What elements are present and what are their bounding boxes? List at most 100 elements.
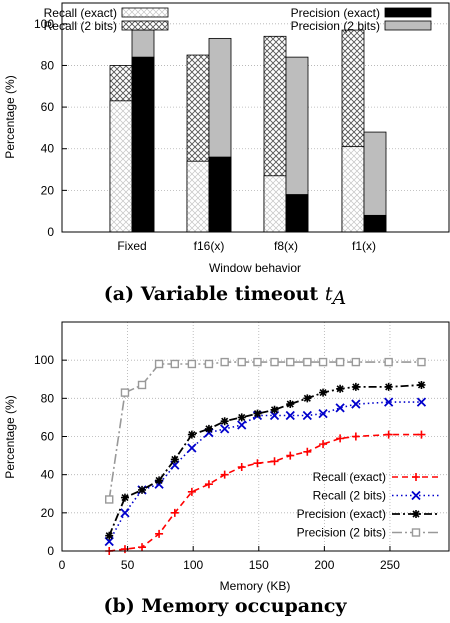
point-precision-exact	[120, 493, 129, 502]
x-axis-label: Memory (KB)	[220, 579, 291, 593]
point-precision-2-bits	[137, 380, 147, 390]
x-tick-label: 100	[183, 558, 203, 572]
point-precision-exact	[105, 531, 114, 540]
y-tick-label: 60	[41, 430, 55, 444]
y-tick-label: 20	[41, 506, 55, 520]
point-precision-2-bits	[303, 357, 312, 367]
line-recall-exact	[109, 433, 422, 552]
legend-marker-recall-2-bits	[411, 490, 421, 501]
y-axis-ticks: 0 20 40 60 80 100	[34, 353, 67, 558]
point-recall-2-bits	[220, 424, 230, 434]
x-tick-label: 200	[314, 558, 334, 572]
point-recall-2-bits	[237, 420, 247, 430]
point-recall-exact	[417, 430, 426, 439]
legend-label-precision-exact: Precision (exact)	[297, 507, 386, 521]
x-tick-label: 150	[249, 558, 269, 572]
point-precision-2-bits	[154, 359, 164, 369]
point-precision-exact	[270, 405, 279, 414]
bar-recall-exact-f16-x	[186, 160, 210, 233]
y-tick-label: 20	[41, 183, 55, 197]
point-precision-2-bits	[384, 357, 393, 367]
x-tick-label: 50	[121, 558, 135, 572]
point-recall-exact	[155, 529, 164, 538]
point-recall-exact	[187, 487, 196, 496]
point-precision-2-bits	[270, 357, 279, 367]
x-tick-label-f1-x: f1(x)	[352, 239, 376, 253]
point-recall-exact	[384, 430, 393, 439]
point-precision-2-bits	[417, 357, 426, 367]
point-recall-exact	[286, 451, 295, 460]
legend: Recall (exact)Recall (2 bits)Precision (…	[297, 470, 440, 540]
bar-precision-exact-f8-x	[285, 194, 309, 233]
legend-swatch-recall-2-bits	[121, 20, 169, 31]
point-precision-exact	[336, 384, 345, 393]
series-precision-2-bits	[105, 357, 426, 504]
point-precision-exact	[286, 400, 295, 409]
point-recall-2-bits	[302, 410, 312, 421]
point-recall-2-bits	[351, 399, 361, 409]
point-precision-2-bits	[120, 388, 130, 397]
legend: Recall (exact)Recall (2 bits) Precision (…	[44, 6, 432, 33]
point-recall-exact	[351, 432, 360, 441]
point-recall-2-bits	[120, 508, 130, 518]
point-precision-2-bits	[220, 357, 229, 367]
point-recall-exact	[204, 480, 213, 489]
legend-label-recall-exact: Recall (exact)	[313, 470, 386, 484]
line-chart-memory-occupancy: 0 20 40 60 80 100 0 50 100 150 200 250 Percentage …	[3, 321, 450, 617]
x-tick-label: 250	[380, 558, 400, 572]
point-precision-exact	[319, 388, 328, 397]
legend-label-recall-2-bits: Recall (2 bits)	[44, 19, 117, 33]
series-precision-exact	[105, 380, 426, 540]
point-precision-exact	[138, 485, 147, 494]
point-precision-exact	[220, 417, 229, 426]
legend-marker-precision-exact	[412, 510, 420, 518]
point-precision-exact	[351, 382, 360, 391]
bar-precision-exact-f1-x	[363, 214, 387, 233]
point-precision-2-bits	[318, 357, 328, 367]
point-recall-exact	[237, 463, 246, 472]
point-precision-2-bits	[237, 357, 246, 367]
y-axis-label: Percentage (%)	[3, 75, 17, 158]
caption-b: (b) Memory occupancy	[103, 595, 347, 617]
x-axis-label: Window behavior	[209, 261, 301, 275]
y-tick-label: 40	[41, 142, 55, 156]
legend-label-precision-2-bits: Precision (2 bits)	[291, 19, 380, 33]
point-recall-2-bits	[335, 403, 345, 413]
bars	[109, 29, 387, 233]
legend-label-recall-exact: Recall (exact)	[44, 6, 117, 20]
point-precision-2-bits	[253, 357, 262, 367]
point-precision-exact	[204, 424, 213, 433]
point-recall-exact	[319, 440, 328, 449]
point-recall-exact	[170, 508, 179, 517]
point-recall-2-bits	[285, 410, 295, 421]
point-precision-exact	[417, 380, 426, 389]
point-precision-exact	[187, 430, 196, 439]
bar-precision-exact-f16-x	[208, 156, 232, 233]
caption-a-subscript: A	[330, 287, 346, 309]
legend-label-precision-exact: Precision (exact)	[291, 6, 380, 20]
series-lines	[104, 357, 427, 555]
caption-a: (a) Variable timeout tA	[104, 283, 346, 309]
point-recall-exact	[138, 543, 147, 552]
point-precision-exact	[237, 413, 246, 422]
y-tick-label: 100	[34, 353, 54, 367]
x-tick-label: 0	[59, 558, 66, 572]
point-recall-exact	[270, 457, 279, 466]
point-recall-exact	[336, 434, 345, 443]
point-recall-exact	[220, 470, 229, 479]
point-recall-2-bits	[384, 397, 394, 407]
caption-a-symbol: t	[325, 283, 333, 305]
y-tick-label: 0	[47, 225, 54, 239]
point-precision-2-bits	[105, 495, 114, 504]
point-precision-exact	[155, 476, 164, 485]
legend-swatch-precision-exact	[384, 7, 432, 18]
bar-chart-variable-timeout: 0 20 40 60 80 100 Fixed f16(x) f8(x) f1(x) Perce…	[3, 2, 450, 309]
x-tick-label-fixed: Fixed	[117, 239, 146, 253]
y-tick-label: 60	[41, 100, 55, 114]
point-precision-2-bits	[335, 357, 345, 367]
point-precision-exact	[303, 394, 312, 403]
plot-frame	[61, 321, 450, 552]
point-precision-exact	[384, 382, 393, 391]
bar-recall-exact-f1-x	[341, 146, 365, 233]
